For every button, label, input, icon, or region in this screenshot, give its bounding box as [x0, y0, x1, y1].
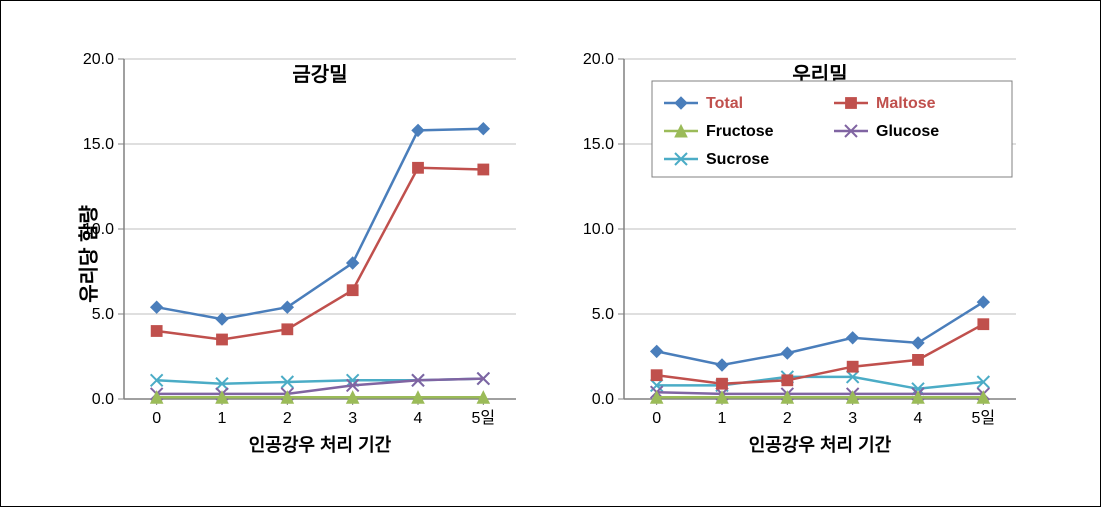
chart-left: 0.05.010.015.020.0012345일인공강우 처리 기간금강밀 [66, 39, 536, 469]
panel-left: 유리당 함량 0.05.010.015.020.0012345일인공강우 처리 … [66, 39, 536, 469]
series-line-total [656, 302, 983, 365]
series-marker-maltose [151, 325, 162, 336]
y-axis-label: 유리당 함량 [72, 205, 101, 303]
series-marker-total [846, 331, 858, 343]
series-marker-total [650, 345, 662, 357]
y-tick-label: 15.0 [82, 136, 113, 153]
panel-right: 0.05.010.015.020.0012345일인공강우 처리 기간우리밀To… [566, 39, 1036, 469]
series-marker-maltose [716, 378, 727, 389]
series-marker-maltose [216, 334, 227, 345]
series-marker-total [716, 359, 728, 371]
legend-label-maltose: Maltose [876, 95, 936, 112]
x-axis-label: 인공강우 처리 기간 [248, 435, 391, 455]
series-marker-maltose [847, 361, 858, 372]
panel-title: 금강밀 [292, 63, 347, 86]
legend-label-fructose: Fructose [706, 123, 774, 140]
series-line-sucrose [656, 376, 983, 388]
series-marker-maltose [281, 323, 292, 334]
figure-frame: 유리당 함량 0.05.010.015.020.0012345일인공강우 처리 … [0, 0, 1101, 507]
series-marker-maltose [347, 284, 358, 295]
y-tick-label: 15.0 [582, 136, 613, 153]
x-tick-label: 4 [913, 410, 922, 427]
x-tick-label: 1 [717, 410, 726, 427]
y-tick-label: 20.0 [582, 51, 613, 68]
series-marker-maltose [412, 162, 423, 173]
series-marker-maltose [477, 164, 488, 175]
series-marker-total [477, 122, 489, 134]
series-marker-total [977, 296, 989, 308]
series-marker-maltose [781, 374, 792, 385]
series-marker-total [412, 124, 424, 136]
x-tick-label: 3 [848, 410, 857, 427]
x-tick-label: 0 [652, 410, 661, 427]
panels-container: 유리당 함량 0.05.010.015.020.0012345일인공강우 처리 … [66, 39, 1036, 469]
x-tick-label: 2 [282, 410, 291, 427]
y-tick-label: 10.0 [582, 221, 613, 238]
y-tick-label: 5.0 [91, 306, 113, 323]
y-tick-label: 20.0 [82, 51, 113, 68]
chart-right: 0.05.010.015.020.0012345일인공강우 처리 기간우리밀To… [566, 39, 1036, 469]
series-marker-total [150, 301, 162, 313]
series-marker-total [781, 347, 793, 359]
y-tick-label: 5.0 [591, 306, 613, 323]
series-marker-maltose [912, 354, 923, 365]
x-tick-label: 4 [413, 410, 422, 427]
legend: Total Maltose Fructose Glucose Sucrose [652, 81, 1012, 177]
series-line-total [156, 128, 483, 318]
series-marker-total [216, 313, 228, 325]
x-tick-label: 3 [348, 410, 357, 427]
x-tick-label: 1 [217, 410, 226, 427]
x-tick-label: 0 [152, 410, 161, 427]
y-tick-label: 0.0 [591, 391, 613, 408]
x-tick-label: 2 [782, 410, 791, 427]
legend-label-glucose: Glucose [876, 123, 939, 140]
y-tick-label: 0.0 [91, 391, 113, 408]
x-tick-label: 5일 [971, 409, 995, 427]
legend-label-sucrose: Sucrose [706, 151, 769, 168]
series-marker-total [912, 336, 924, 348]
x-tick-label: 5일 [471, 409, 495, 427]
legend-label-total: Total [706, 95, 743, 112]
x-axis-label: 인공강우 처리 기간 [748, 435, 891, 455]
series-line-glucose [656, 392, 983, 394]
series-marker-maltose [651, 369, 662, 380]
series-marker-maltose [977, 318, 988, 329]
